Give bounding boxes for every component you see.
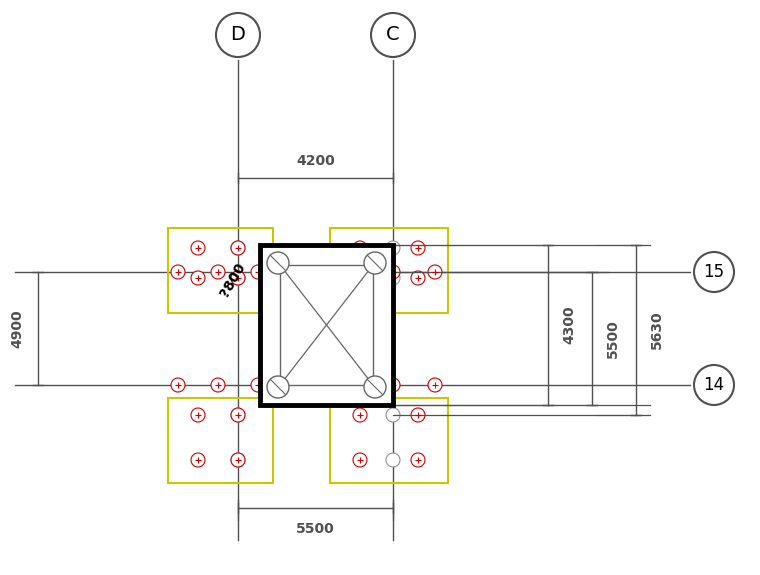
- Circle shape: [386, 378, 400, 392]
- Text: 4300: 4300: [562, 306, 576, 344]
- Text: 5500: 5500: [606, 319, 620, 358]
- Circle shape: [231, 408, 245, 422]
- Circle shape: [191, 408, 205, 422]
- Circle shape: [251, 265, 265, 279]
- Bar: [168, 398, 273, 483]
- Circle shape: [386, 241, 400, 255]
- Bar: [280, 265, 373, 385]
- Circle shape: [364, 376, 386, 398]
- Circle shape: [428, 378, 442, 392]
- Circle shape: [251, 378, 265, 392]
- Circle shape: [267, 252, 289, 274]
- Circle shape: [216, 13, 260, 57]
- Circle shape: [411, 453, 425, 467]
- Circle shape: [353, 241, 367, 255]
- Circle shape: [171, 378, 185, 392]
- Circle shape: [231, 271, 245, 285]
- Text: 14: 14: [704, 376, 724, 394]
- Circle shape: [231, 408, 245, 422]
- Circle shape: [231, 241, 245, 255]
- Bar: [330, 398, 448, 483]
- Circle shape: [694, 252, 734, 292]
- Circle shape: [386, 271, 400, 285]
- Circle shape: [231, 453, 245, 467]
- Bar: [330, 228, 448, 313]
- Circle shape: [371, 13, 415, 57]
- Circle shape: [267, 376, 289, 398]
- Circle shape: [191, 241, 205, 255]
- Circle shape: [411, 271, 425, 285]
- Circle shape: [386, 408, 400, 422]
- Text: 4900: 4900: [10, 309, 24, 348]
- Circle shape: [353, 408, 367, 422]
- Circle shape: [191, 271, 205, 285]
- Text: C: C: [386, 25, 400, 44]
- Circle shape: [231, 453, 245, 467]
- Circle shape: [338, 378, 352, 392]
- Text: 5500: 5500: [296, 522, 335, 536]
- Circle shape: [694, 365, 734, 405]
- Circle shape: [386, 265, 400, 279]
- Circle shape: [353, 453, 367, 467]
- Circle shape: [191, 453, 205, 467]
- Bar: [168, 228, 273, 313]
- Circle shape: [386, 453, 400, 467]
- Text: 4200: 4200: [296, 154, 335, 168]
- Circle shape: [231, 241, 245, 255]
- Circle shape: [211, 265, 225, 279]
- Bar: [260, 245, 393, 405]
- Circle shape: [411, 241, 425, 255]
- Circle shape: [428, 265, 442, 279]
- Text: ?800: ?800: [217, 260, 248, 300]
- Circle shape: [353, 271, 367, 285]
- Circle shape: [171, 265, 185, 279]
- Text: 5630: 5630: [650, 310, 664, 349]
- Text: D: D: [230, 25, 245, 44]
- Circle shape: [411, 408, 425, 422]
- Circle shape: [211, 378, 225, 392]
- Circle shape: [338, 265, 352, 279]
- Circle shape: [231, 271, 245, 285]
- Circle shape: [364, 252, 386, 274]
- Text: 15: 15: [704, 263, 724, 281]
